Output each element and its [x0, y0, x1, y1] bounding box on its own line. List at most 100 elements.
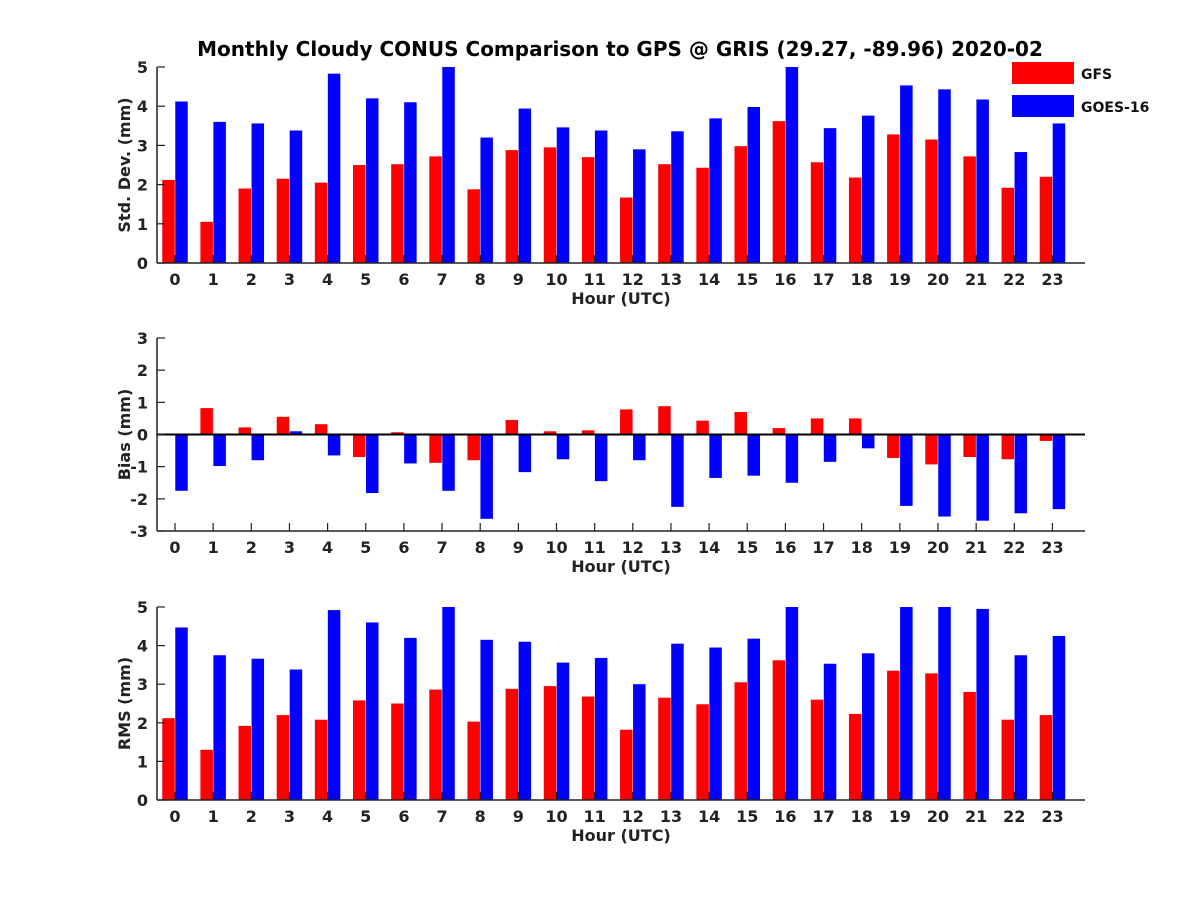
bar-goes-16-hour-19	[900, 434, 913, 506]
x-tick-label: 4	[322, 807, 333, 826]
series-gfs	[162, 660, 1053, 800]
bar-gfs-hour-23	[1039, 176, 1053, 263]
x-tick-label: 3	[284, 270, 295, 289]
x-tick-label: 6	[398, 270, 409, 289]
bar-goes-16-hour-10	[556, 662, 570, 800]
bar-gfs-hour-0	[162, 179, 175, 263]
x-tick-label: 17	[812, 807, 834, 826]
y-tick-label: 2	[137, 176, 148, 195]
bar-gfs-hour-7	[429, 689, 442, 800]
bar-gfs-hour-6	[391, 432, 404, 435]
bar-goes-16-hour-22	[1014, 152, 1028, 263]
figure-title: Monthly Cloudy CONUS Comparison to GPS @…	[197, 37, 1043, 61]
bar-gfs-hour-3	[276, 715, 290, 800]
bar-goes-16-hour-14	[709, 647, 722, 800]
x-tick-label: 4	[322, 538, 333, 557]
bar-gfs-hour-13	[658, 697, 671, 800]
bar-gfs-hour-4	[314, 182, 328, 263]
bar-gfs-hour-12	[620, 729, 633, 800]
x-tick-label: 16	[774, 270, 796, 289]
bar-gfs-hour-16	[772, 121, 786, 263]
x-tick-label: 2	[246, 538, 257, 557]
bar-gfs-hour-22	[1001, 719, 1015, 800]
bar-gfs-hour-1	[200, 221, 213, 263]
x-tick-label: 15	[736, 807, 758, 826]
bar-gfs-hour-16	[772, 660, 786, 800]
series-goes-16	[175, 67, 1066, 264]
bar-gfs-hour-10	[543, 431, 557, 435]
bar-gfs-hour-13	[658, 406, 671, 435]
bar-goes-16-hour-19	[900, 607, 913, 800]
x-tick-label: 5	[360, 807, 371, 826]
x-tick-label: 0	[169, 807, 180, 826]
bar-gfs-hour-20	[925, 434, 938, 465]
bar-gfs-hour-20	[925, 673, 938, 800]
bar-goes-16-hour-1	[213, 121, 226, 263]
x-tick-label: 21	[965, 270, 987, 289]
bar-goes-16-hour-9	[518, 108, 532, 263]
bar-goes-16-hour-3	[289, 130, 303, 263]
bar-gfs-hour-9	[505, 420, 519, 435]
bar-goes-16-hour-20	[938, 607, 951, 800]
y-tick-label: 1	[137, 393, 148, 412]
legend-label: GOES-16	[1081, 100, 1149, 116]
series-goes-16	[175, 431, 1066, 521]
bar-gfs-hour-19	[887, 134, 900, 263]
y-tick-label: 2	[137, 361, 148, 380]
bar-gfs-hour-17	[810, 699, 824, 800]
y-tick-label: 0	[137, 791, 148, 810]
bar-goes-16-hour-2	[251, 434, 265, 461]
x-tick-label: 19	[889, 538, 911, 557]
x-axis-label: Hour (UTC)	[571, 557, 671, 576]
y-tick-label: 5	[137, 58, 148, 77]
bar-goes-16-hour-0	[175, 434, 188, 491]
bar-goes-16-hour-5	[366, 98, 379, 263]
bar-goes-16-hour-17	[823, 128, 837, 263]
bar-gfs-hour-5	[353, 165, 366, 263]
x-tick-label: 17	[812, 270, 834, 289]
series-goes-16	[175, 607, 1066, 800]
bar-goes-16-hour-22	[1014, 434, 1028, 514]
x-tick-label: 3	[284, 538, 295, 557]
bar-gfs-hour-16	[772, 428, 786, 435]
bar-gfs-hour-21	[963, 691, 976, 800]
bar-goes-16-hour-13	[671, 434, 684, 507]
x-tick-label: 20	[927, 538, 949, 557]
bar-goes-16-hour-9	[518, 434, 532, 473]
bar-goes-16-hour-11	[594, 130, 608, 263]
x-tick-label: 20	[927, 807, 949, 826]
x-tick-label: 20	[927, 270, 949, 289]
bar-gfs-hour-11	[581, 430, 595, 435]
x-tick-label: 23	[1041, 538, 1063, 557]
bar-goes-16-hour-7	[442, 434, 455, 491]
bar-gfs-hour-20	[925, 139, 938, 263]
x-tick-label: 13	[660, 538, 682, 557]
y-tick-label: 2	[137, 714, 148, 733]
bar-gfs-hour-8	[467, 189, 480, 263]
bar-gfs-hour-2	[238, 188, 252, 263]
bar-gfs-hour-22	[1001, 434, 1015, 460]
x-tick-label: 2	[246, 807, 257, 826]
y-tick-label: 5	[137, 598, 148, 617]
bar-gfs-hour-4	[314, 719, 328, 800]
bar-goes-16-hour-16	[785, 607, 799, 800]
bar-goes-16-hour-12	[633, 434, 646, 461]
bar-gfs-hour-15	[734, 146, 747, 263]
bar-gfs-hour-11	[581, 157, 595, 263]
bar-goes-16-hour-6	[404, 637, 417, 800]
bar-gfs-hour-14	[696, 704, 709, 800]
bar-goes-16-hour-20	[938, 89, 951, 263]
bar-goes-16-hour-19	[900, 85, 913, 263]
x-tick-label: 1	[208, 538, 219, 557]
bar-gfs-hour-15	[734, 411, 747, 435]
x-tick-label: 18	[851, 807, 873, 826]
y-tick-label: -2	[130, 490, 148, 509]
bar-gfs-hour-12	[620, 197, 633, 263]
bar-goes-16-hour-21	[976, 99, 989, 263]
bar-goes-16-hour-16	[785, 67, 799, 263]
x-tick-label: 8	[475, 538, 486, 557]
bar-gfs-hour-1	[200, 749, 213, 800]
bar-goes-16-hour-23	[1052, 123, 1066, 263]
